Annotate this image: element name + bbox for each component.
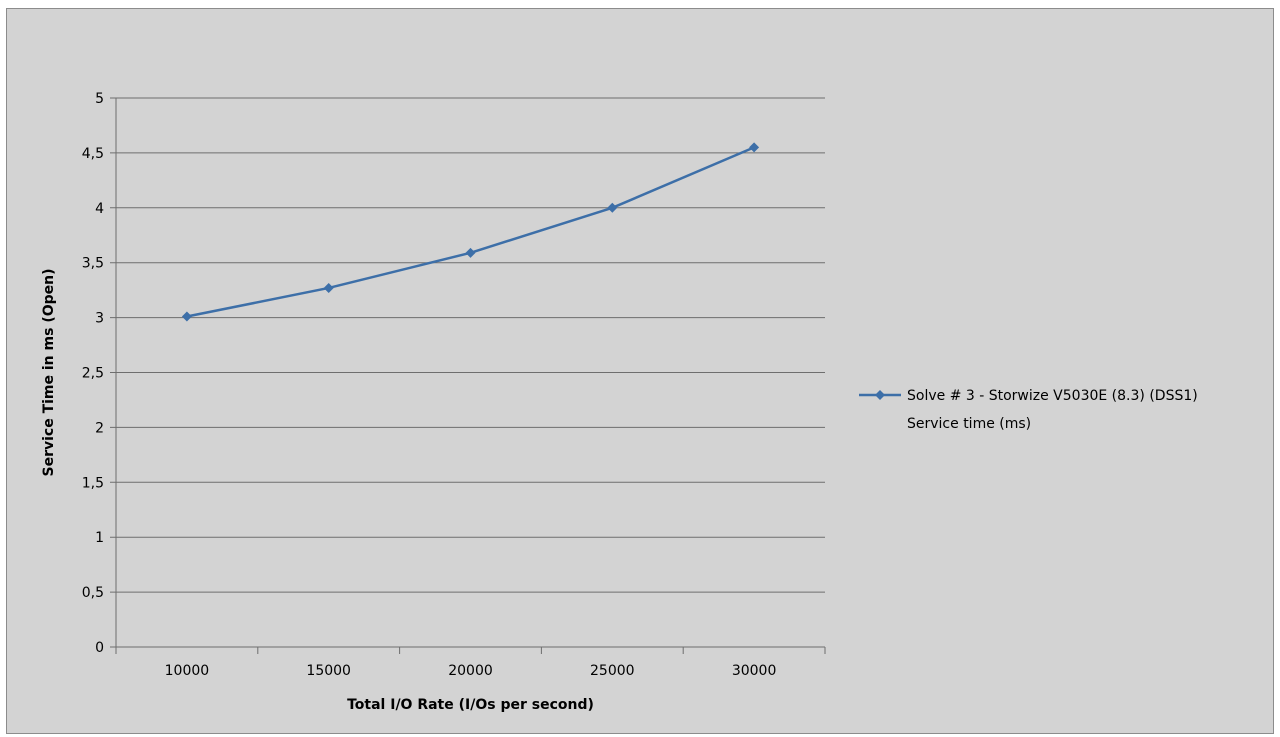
y-tick-labels: 0 0,5 1 1,5 2 2,5 3 3,5 4 4,5 5 [82, 91, 104, 656]
y-tick-label: 4,5 [82, 146, 104, 162]
data-point [181, 311, 192, 322]
y-tick-label: 0 [95, 640, 104, 656]
data-point [323, 282, 334, 293]
data-point [749, 142, 760, 153]
y-axis-title: Service Time in ms (Open) [41, 269, 57, 477]
y-tick-label: 2 [95, 420, 104, 436]
legend-label-line-2: Service time (ms) [907, 416, 1031, 432]
chart-area: 0 0,5 1 1,5 2 2,5 3 3,5 4 4,5 5 10000 15000 20000 250… [6, 8, 1274, 734]
series [181, 142, 760, 322]
x-tick-label: 15000 [306, 663, 351, 679]
x-tick-label: 30000 [732, 663, 777, 679]
x-tick-label: 25000 [590, 663, 635, 679]
axes [115, 98, 826, 654]
legend-diamond-icon [875, 390, 885, 400]
y-tick-label: 3,5 [82, 256, 104, 272]
y-tick-label: 5 [95, 91, 104, 107]
y-tick-label: 0,5 [82, 585, 104, 601]
line-chart: 0 0,5 1 1,5 2 2,5 3 3,5 4 4,5 5 10000 15000 20000 250… [41, 91, 1198, 713]
x-tick-labels: 10000 15000 20000 25000 30000 [165, 663, 777, 679]
data-point [607, 202, 618, 213]
x-tick-label: 20000 [448, 663, 493, 679]
gridlines [110, 97, 825, 648]
y-tick-label: 3 [95, 311, 104, 327]
series-line [186, 146, 755, 318]
y-tick-label: 2,5 [82, 366, 104, 382]
data-point [465, 247, 476, 258]
y-tick-label: 1 [95, 530, 104, 546]
legend-label-line-1: Solve # 3 - Storwize V5030E (8.3) (DSS1) [907, 388, 1198, 404]
x-axis-title: Total I/O Rate (I/Os per second) [347, 697, 594, 713]
x-tick-label: 10000 [165, 663, 210, 679]
legend: Solve # 3 - Storwize V5030E (8.3) (DSS1)… [859, 388, 1198, 432]
y-tick-label: 1,5 [82, 475, 104, 491]
y-tick-label: 4 [95, 201, 104, 217]
